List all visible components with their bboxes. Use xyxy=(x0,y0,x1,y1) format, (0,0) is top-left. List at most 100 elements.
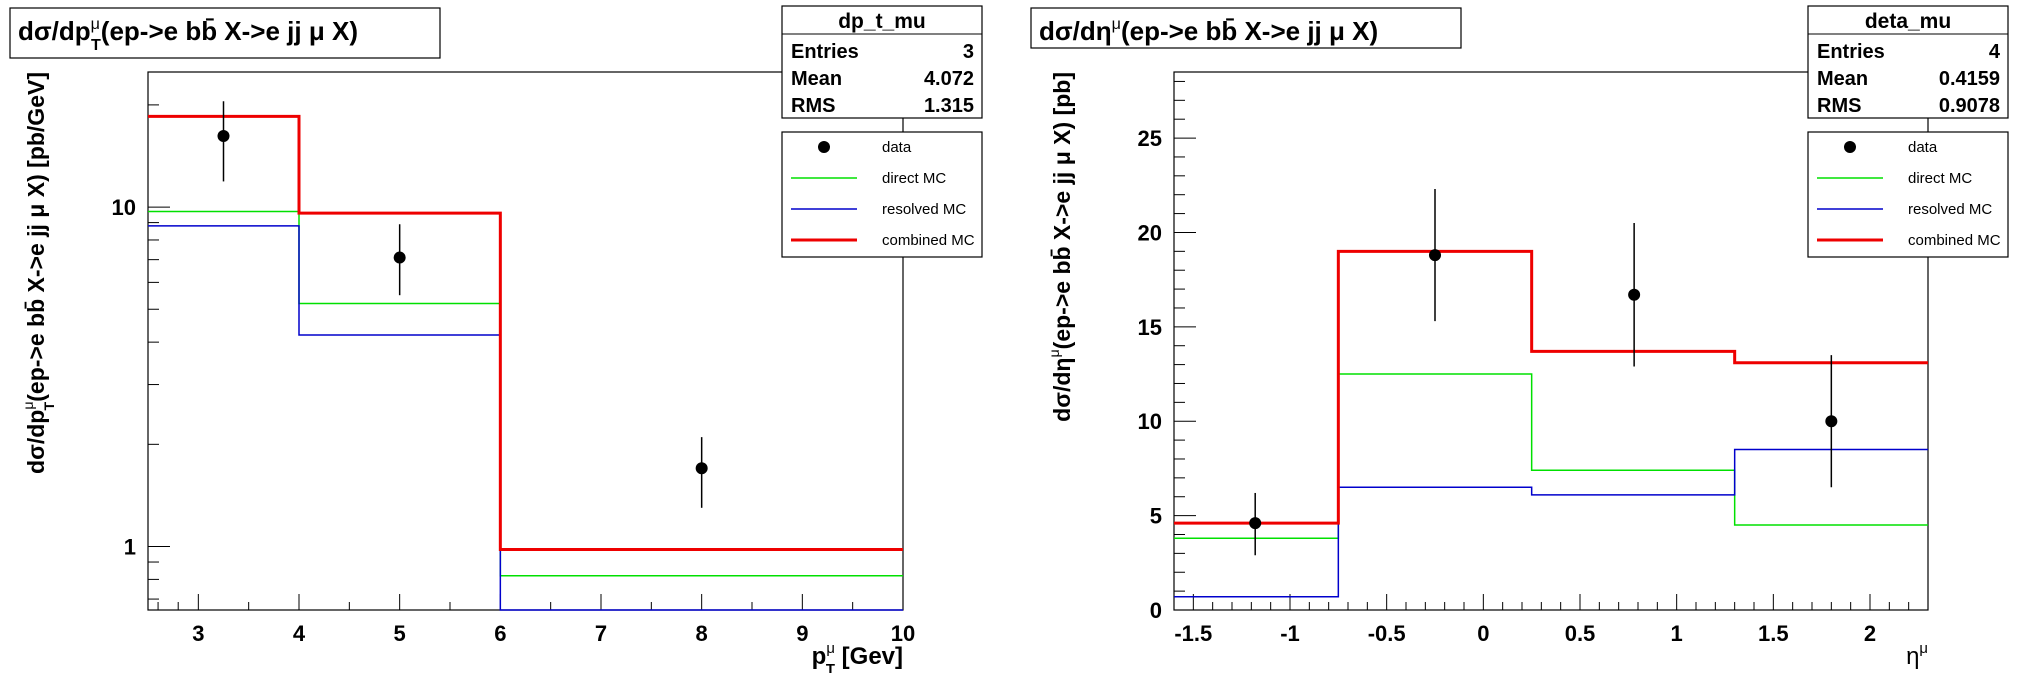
label-sup: μ xyxy=(826,641,835,657)
data-point xyxy=(217,129,230,142)
label-main: dσ/dη xyxy=(1039,16,1112,46)
label-tail: (ep->e bb̄ X->e jj μ X) xyxy=(101,16,358,46)
legend-label: resolved MC xyxy=(882,201,966,218)
series-line-combined-mc xyxy=(1174,249,1928,525)
legend-label: resolved MC xyxy=(1908,201,1992,218)
x-tick-label: 5 xyxy=(394,621,406,646)
label-main: p xyxy=(812,643,827,670)
chart-title: dσ/dpμ T(ep->e bb̄ X->e jj μ X) xyxy=(18,15,358,54)
stats-box: deta_mu Entries 4 Mean 0.4159 RMS 0.9078 xyxy=(1807,5,2009,119)
series-line-resolved-mc xyxy=(1174,448,1928,598)
stats-label: RMS xyxy=(791,95,835,117)
legend-label: combined MC xyxy=(1908,232,2001,249)
x-tick-label: 8 xyxy=(696,621,708,646)
stats-value: 0.4159 xyxy=(1939,68,2000,90)
x-tick-label: 7 xyxy=(595,621,607,646)
label-main: η xyxy=(1906,643,1919,670)
data-point xyxy=(1429,249,1441,262)
stats-value: 1.315 xyxy=(924,95,974,117)
legend-label: data xyxy=(1908,139,1938,156)
data-point xyxy=(1825,415,1838,428)
y-axis-title: dσ/dpμ T(ep->e bb̄ X->e jj μ X) [pb/GeV] xyxy=(21,72,58,474)
stats-label: Entries xyxy=(1817,41,1885,63)
label-tail: (ep->e bb̄ X->e jj μ X) [pb/GeV] xyxy=(23,72,49,402)
y-tick-label: 1 xyxy=(124,534,136,559)
legend-item: combined MC xyxy=(1817,232,2001,249)
plot-frame xyxy=(1173,71,1929,611)
legend-label: combined MC xyxy=(882,232,975,249)
x-tick-label: 1 xyxy=(1671,621,1683,646)
x-tick-label: 4 xyxy=(293,621,306,646)
label-sup: μ xyxy=(21,401,37,409)
label-main: dσ/dp xyxy=(18,16,91,46)
label-sub: T xyxy=(91,36,101,54)
y-tick-label: 10 xyxy=(112,195,136,220)
title-frame xyxy=(1030,7,1462,49)
legend: data direct MC resolved MC combined MC xyxy=(1807,131,2009,258)
y-axis: 1 10 xyxy=(112,104,170,600)
data-point xyxy=(1628,288,1641,301)
y-axis-title: dσ/dημ(ep->e bb̄ X->e jj μ X) [pb] xyxy=(1047,72,1075,422)
stats-frame xyxy=(781,5,983,119)
title-frame xyxy=(9,7,441,59)
data-point xyxy=(393,251,406,264)
x-tick-label: 2 xyxy=(1864,621,1876,646)
stats-value: 0.9078 xyxy=(1939,95,2000,117)
legend-item: resolved MC xyxy=(1817,201,1992,218)
legend-item: resolved MC xyxy=(791,201,966,218)
label-sub: T xyxy=(42,401,58,410)
x-axis: -1.5 -1 -0.5 0 0.5 1 1.5 2 xyxy=(1174,594,1910,646)
stats-name: deta_mu xyxy=(1865,10,1951,33)
label-main: dσ/dp xyxy=(23,410,49,474)
legend-item: data xyxy=(1844,139,1938,156)
stats-label: Mean xyxy=(791,68,842,90)
label-sup: μ xyxy=(1112,15,1121,33)
series-line-direct-mc xyxy=(148,210,903,577)
legend-marker xyxy=(818,141,830,153)
label-tail: [Gev] xyxy=(835,643,903,670)
stats-label: Mean xyxy=(1817,68,1868,90)
data-point xyxy=(1249,517,1262,530)
legend-frame xyxy=(1807,131,2009,258)
y-tick-label: 20 xyxy=(1138,220,1162,245)
legend-label: direct MC xyxy=(1908,170,1972,187)
series-line-resolved-mc xyxy=(148,225,903,611)
legend: data direct MC resolved MC combined MC xyxy=(781,131,983,258)
x-tick-label: -1 xyxy=(1280,621,1300,646)
x-tick-label: 10 xyxy=(891,621,915,646)
legend-label: data xyxy=(882,139,912,156)
stats-box: dp_t_mu Entries 3 Mean 4.072 RMS 1.315 xyxy=(781,5,983,119)
legend-item: direct MC xyxy=(1817,170,1972,187)
legend-item: combined MC xyxy=(791,232,975,249)
y-tick-label: 15 xyxy=(1138,315,1162,340)
x-tick-label: 9 xyxy=(796,621,808,646)
x-axis-title: pμ T [Gev] xyxy=(812,641,903,673)
stats-value: 4.072 xyxy=(924,68,974,90)
x-axis-title: ημ xyxy=(1906,641,1928,670)
label-tail: (ep->e bb̄ X->e jj μ X) [pb] xyxy=(1049,72,1075,349)
x-tick-label: 3 xyxy=(192,621,204,646)
x-axis: 3 4 5 6 7 8 9 10 xyxy=(147,594,915,646)
legend-marker xyxy=(1844,141,1856,153)
chart-title: dσ/dημ(ep->e bb̄ X->e jj μ X) xyxy=(1039,15,1378,46)
stats-name: dp_t_mu xyxy=(838,10,926,33)
stats-value: 3 xyxy=(963,41,974,63)
x-tick-label: 6 xyxy=(494,621,506,646)
label-sub: T xyxy=(826,662,835,673)
stats-label: Entries xyxy=(791,41,859,63)
label-main: dσ/dη xyxy=(1049,358,1075,422)
x-tick-label: 0.5 xyxy=(1565,621,1596,646)
series-line-combined-mc xyxy=(148,114,903,551)
legend-item: direct MC xyxy=(791,170,946,187)
chart-title-box: dσ/dημ(ep->e bb̄ X->e jj μ X) xyxy=(1030,7,1462,49)
legend-item: data xyxy=(818,139,912,156)
x-tick-label: 1.5 xyxy=(1758,621,1789,646)
y-tick-label: 0 xyxy=(1150,598,1162,623)
label-tail: (ep->e bb̄ X->e jj μ X) xyxy=(1121,16,1378,46)
chart-eta: -1.5 -1 -0.5 0 0.5 1 1.5 20510152025ημdσ/dημ(ep… xyxy=(1030,5,2009,670)
series-line-direct-mc xyxy=(1174,373,1928,540)
x-tick-label: -0.5 xyxy=(1368,621,1406,646)
stats-label: RMS xyxy=(1817,95,1861,117)
stats-value: 4 xyxy=(1989,41,2001,63)
